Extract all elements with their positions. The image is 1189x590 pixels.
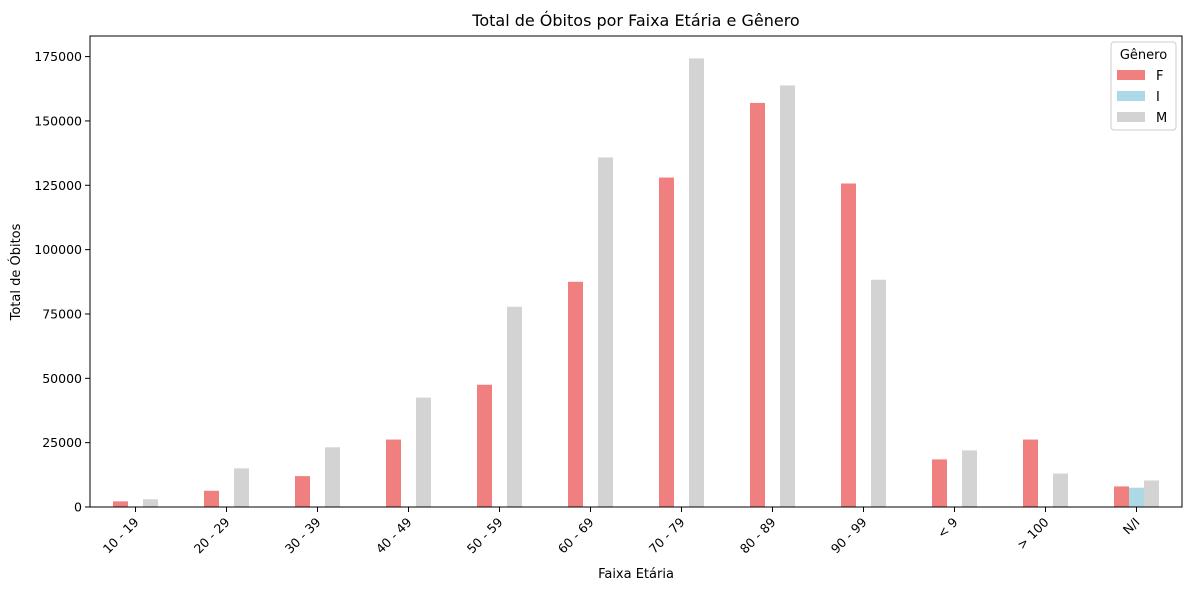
bar-M-0 [143, 499, 158, 507]
bar-M-8 [871, 279, 886, 507]
x-tick-label: 50 - 59 [464, 514, 506, 556]
bar-I-11 [1129, 487, 1144, 507]
y-tick-label: 75000 [42, 306, 82, 321]
x-tick-label: 70 - 79 [646, 514, 688, 556]
legend-label-F: F [1156, 69, 1163, 84]
y-tick-label: 50000 [42, 371, 82, 386]
bar-M-2 [325, 447, 340, 507]
bars [113, 58, 1159, 508]
bar-F-7 [750, 102, 765, 507]
x-axis: 10 - 19 20 - 29 30 - 39 40 - 49 50 - 59 60 - … [100, 507, 1143, 556]
bar-F-0 [113, 501, 128, 507]
bar-M-11 [1144, 480, 1159, 507]
legend-swatch-I [1117, 91, 1145, 101]
x-axis-label: Faixa Etária [598, 567, 674, 582]
bar-F-3 [386, 439, 401, 507]
x-tick-label: 60 - 69 [555, 514, 597, 556]
x-tick-label: N/I [1120, 515, 1143, 538]
legend-swatch-M [1117, 112, 1145, 122]
y-tick-label: 150000 [34, 113, 82, 128]
y-tick-label: 125000 [34, 178, 82, 193]
bar-M-10 [1053, 473, 1068, 507]
x-tick-label: > 100 [1014, 514, 1052, 552]
bar-M-3 [416, 397, 431, 507]
bar-M-9 [962, 450, 977, 507]
bar-M-7 [780, 85, 795, 508]
y-tick-label: 175000 [34, 49, 82, 64]
bar-M-4 [507, 306, 522, 507]
legend-swatch-F [1117, 70, 1145, 80]
x-tick-label: 40 - 49 [373, 514, 415, 556]
bar-F-6 [659, 177, 674, 507]
y-tick-label: 100000 [34, 242, 82, 257]
y-tick-label: 25000 [42, 435, 82, 450]
bar-F-2 [295, 476, 310, 507]
x-tick-label: 20 - 29 [191, 514, 233, 556]
bar-F-10 [1023, 439, 1038, 507]
x-tick-label: 30 - 39 [282, 514, 324, 556]
plot-frame [89, 35, 1183, 508]
legend-title: Gênero [1120, 48, 1167, 63]
bar-F-5 [568, 281, 583, 507]
bar-M-1 [234, 468, 249, 507]
bar-F-1 [204, 490, 219, 507]
bar-M-5 [598, 157, 613, 507]
legend-label-I: I [1156, 90, 1160, 105]
x-tick-label: < 9 [934, 514, 960, 540]
y-tick-label: 0 [74, 500, 82, 515]
y-axis: 0 25000 50000 75000 100000 125000 150000 175000 [34, 49, 90, 515]
bar-F-4 [477, 384, 492, 507]
bar-F-9 [932, 459, 947, 507]
chart-title: Total de Óbitos por Faixa Etária e Gêner… [471, 11, 799, 30]
y-axis-label: Total de Óbitos [8, 223, 24, 321]
x-tick-label: 90 - 99 [828, 514, 870, 556]
x-tick-label: 80 - 89 [737, 514, 779, 556]
legend-box [1110, 41, 1177, 131]
legend-label-M: M [1156, 111, 1167, 126]
legend: Gênero FIM [1110, 41, 1177, 131]
bar-F-8 [841, 183, 856, 507]
x-tick-label: 10 - 19 [100, 514, 142, 556]
bar-M-6 [689, 58, 704, 507]
bar-F-11 [1114, 486, 1129, 507]
